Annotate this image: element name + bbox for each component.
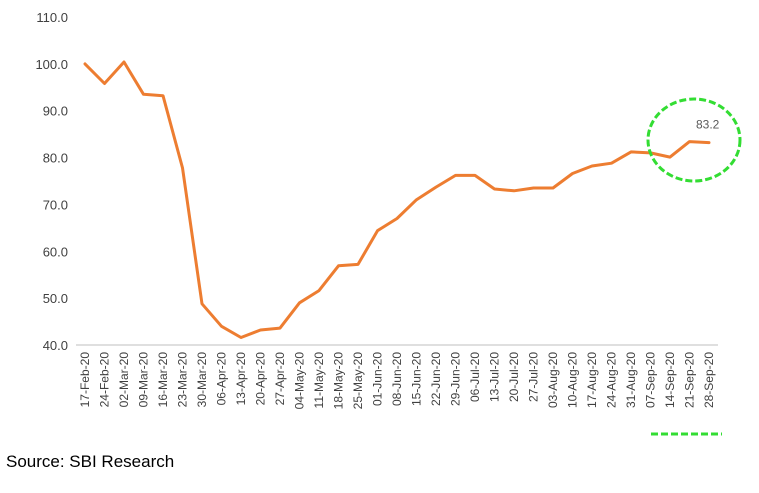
x-tick-label: 09-Mar-20 xyxy=(137,352,151,408)
x-tick-label: 13-Jul-20 xyxy=(488,352,502,402)
x-tick-label: 03-Aug-20 xyxy=(546,352,560,408)
line-chart: 40.0 50.0 60.0 70.0 80.0 90.0 100.0 110.0 17-Fe… xyxy=(35,10,742,436)
x-tick-label: 22-Jun-20 xyxy=(429,352,443,406)
x-tick-label: 11-May-20 xyxy=(312,352,326,409)
x-tick-label: 06-Jul-20 xyxy=(468,352,482,402)
x-tick-label: 10-Aug-20 xyxy=(566,352,580,408)
x-tick-label: 27-Jul-20 xyxy=(527,352,541,402)
y-tick-label: 40.0 xyxy=(43,338,68,353)
x-tick-label: 16-Mar-20 xyxy=(156,352,170,408)
y-tick-label: 70.0 xyxy=(43,197,68,212)
x-tick-label: 02-Mar-20 xyxy=(117,352,131,408)
x-tick-label: 21-Sep-20 xyxy=(683,352,697,408)
y-axis: 40.0 50.0 60.0 70.0 80.0 90.0 100.0 110.0 xyxy=(35,10,68,353)
x-tick-label: 20-Apr-20 xyxy=(254,352,268,406)
x-tick-label: 01-Jun-20 xyxy=(371,352,385,406)
x-tick-label: 07-Sep-20 xyxy=(644,352,658,408)
data-label: 83.2 xyxy=(696,118,720,132)
x-tick-label: 20-Jul-20 xyxy=(507,352,521,402)
y-tick-label: 50.0 xyxy=(43,291,68,306)
x-tick-label: 15-Jun-20 xyxy=(410,352,424,406)
x-tick-label: 08-Jun-20 xyxy=(390,352,404,406)
x-tick-label: 31-Aug-20 xyxy=(624,352,638,408)
x-axis: 17-Feb-20 24-Feb-20 02-Mar-20 09-Mar-20 16-M… xyxy=(78,352,716,410)
y-tick-label: 90.0 xyxy=(43,104,68,119)
y-tick-label: 80.0 xyxy=(43,151,68,166)
x-tick-label: 13-Apr-20 xyxy=(234,352,248,406)
x-tick-label: 17-Aug-20 xyxy=(585,352,599,408)
x-tick-label: 18-May-20 xyxy=(332,352,346,410)
x-tick-label: 25-May-20 xyxy=(351,352,365,410)
source-note: Source: SBI Research xyxy=(6,452,175,471)
x-tick-label: 04-May-20 xyxy=(293,352,307,410)
x-tick-label: 06-Apr-20 xyxy=(215,352,229,406)
y-tick-label: 110.0 xyxy=(36,10,68,25)
x-tick-label: 17-Feb-20 xyxy=(78,352,92,408)
x-tick-label: 14-Sep-20 xyxy=(663,352,677,408)
highlight-circle xyxy=(646,97,742,183)
x-tick-label: 24-Feb-20 xyxy=(98,352,112,408)
y-tick-label: 100.0 xyxy=(35,57,68,72)
x-tick-label: 29-Jun-20 xyxy=(449,352,463,406)
x-tick-label: 27-Apr-20 xyxy=(273,352,287,406)
x-tick-label: 24-Aug-20 xyxy=(605,352,619,408)
x-tick-label: 28-Sep-20 xyxy=(702,352,716,408)
x-tick-label: 30-Mar-20 xyxy=(195,352,209,408)
x-tick-label: 23-Mar-20 xyxy=(176,352,190,408)
y-tick-label: 60.0 xyxy=(43,244,68,259)
series-line xyxy=(83,60,711,339)
